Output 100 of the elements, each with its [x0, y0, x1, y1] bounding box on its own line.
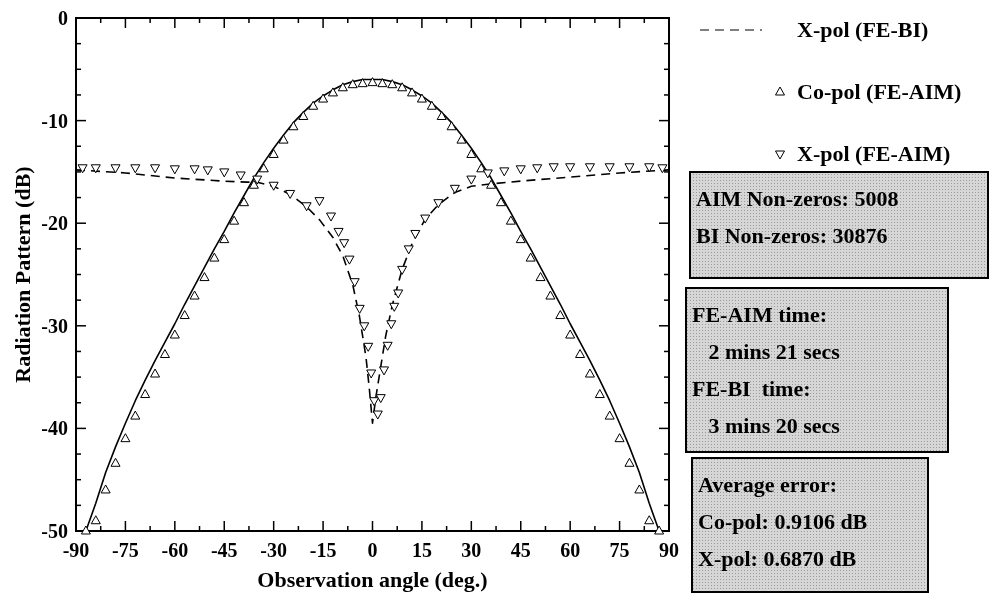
- point: [339, 239, 350, 249]
- point: [209, 252, 220, 262]
- point: [584, 368, 595, 378]
- x-tick-label: -90: [62, 539, 90, 561]
- point: [565, 329, 576, 339]
- x-tick-label: 60: [560, 539, 581, 561]
- point: [239, 197, 250, 207]
- point: [433, 199, 444, 209]
- point: [555, 310, 566, 320]
- point: [466, 148, 477, 158]
- y-tick-label: -50: [41, 520, 68, 542]
- point: [219, 168, 230, 178]
- point: [654, 525, 665, 535]
- point: [535, 272, 546, 282]
- y-tick-label: -40: [41, 417, 68, 440]
- x-tick-label: 30: [461, 539, 482, 561]
- point: [604, 410, 615, 420]
- point: [403, 245, 414, 255]
- point: [575, 349, 586, 359]
- point: [446, 121, 457, 131]
- point: [288, 121, 299, 131]
- point: [389, 302, 400, 312]
- point: [375, 394, 386, 404]
- point: [278, 134, 289, 144]
- y-tick-label: 0: [58, 7, 68, 29]
- point: [268, 181, 279, 191]
- point: [363, 342, 374, 352]
- point: [90, 515, 101, 525]
- x-tick-label: 45: [510, 539, 531, 561]
- legend-label: X-pol (FE-BI): [797, 17, 929, 42]
- x-tick-label: -30: [260, 539, 287, 561]
- point: [634, 484, 645, 494]
- point: [120, 433, 131, 443]
- point: [80, 525, 91, 535]
- point: [482, 169, 493, 179]
- point: [397, 265, 408, 275]
- point: [532, 164, 543, 174]
- point: [359, 322, 370, 332]
- text: AIM Non-zeros: 5008 BI Non-zeros: 30876: [696, 186, 899, 248]
- point: [318, 93, 329, 103]
- point: [150, 368, 161, 378]
- point: [90, 164, 101, 174]
- point: [565, 163, 576, 173]
- point: [486, 179, 497, 189]
- point: [347, 79, 358, 89]
- point: [426, 100, 437, 110]
- point: [382, 341, 393, 351]
- point: [594, 389, 605, 399]
- point: [298, 111, 309, 120]
- y-axis-title: Radiation Pattern (dB): [10, 166, 35, 383]
- x-tick-label: 90: [659, 539, 679, 561]
- point: [199, 272, 210, 282]
- x-tick-label: 0: [367, 539, 378, 561]
- point: [366, 369, 377, 379]
- point: [548, 163, 559, 173]
- point: [189, 165, 200, 175]
- point: [505, 215, 516, 225]
- point: [110, 164, 121, 174]
- point: [337, 82, 348, 92]
- point: [372, 410, 383, 420]
- point: [169, 329, 180, 339]
- point: [179, 310, 190, 320]
- point: [410, 229, 421, 239]
- point: [150, 164, 161, 174]
- point: [495, 197, 506, 207]
- point: [314, 197, 325, 207]
- point: [285, 189, 296, 199]
- point: [219, 234, 230, 244]
- x-tick-label: 15: [411, 539, 432, 561]
- y-tick-label: -20: [41, 212, 68, 235]
- point: [130, 164, 141, 174]
- x-tick-label: -45: [210, 539, 238, 561]
- text: FE-AIM time: 2 mins 21 secs FE-BI time: 3 mins 20 secs: [692, 302, 841, 438]
- x-tick-label: -60: [161, 539, 189, 561]
- point: [377, 78, 388, 88]
- point: [354, 304, 365, 314]
- point: [644, 515, 655, 525]
- point: [367, 77, 378, 87]
- point: [644, 163, 655, 173]
- point: [159, 349, 170, 359]
- point: [268, 148, 279, 158]
- point: [545, 290, 556, 300]
- point: [202, 166, 213, 176]
- point: [369, 397, 380, 407]
- point: [357, 78, 368, 88]
- point: [258, 163, 269, 173]
- point: [604, 163, 615, 173]
- y-tick-label: -10: [41, 109, 68, 132]
- point: [140, 389, 151, 399]
- point: [614, 433, 625, 443]
- point: [100, 484, 111, 494]
- point: [130, 410, 141, 420]
- point: [169, 165, 180, 175]
- point: [393, 289, 404, 299]
- point: [525, 252, 536, 262]
- point: [110, 457, 121, 467]
- point: [420, 214, 431, 224]
- point: [344, 255, 355, 265]
- point: [624, 457, 635, 467]
- x-tick-label: -75: [112, 539, 139, 561]
